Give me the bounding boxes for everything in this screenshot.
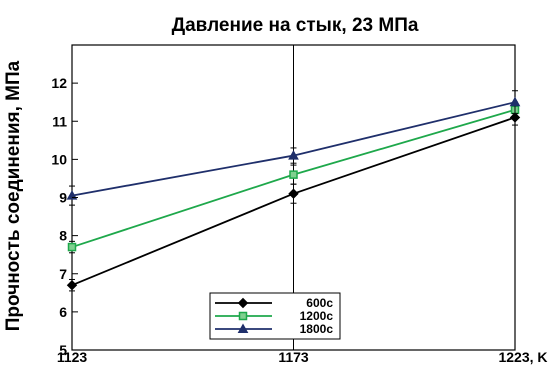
data-point bbox=[288, 188, 299, 199]
legend-item: 1200с bbox=[215, 309, 333, 323]
y-tick-label: 11 bbox=[52, 113, 67, 129]
data-point bbox=[289, 170, 298, 179]
y-tick-label: 8 bbox=[59, 228, 67, 244]
y-tick-label: 6 bbox=[59, 304, 67, 320]
x-tick-label: 1223, K bbox=[498, 349, 547, 365]
tick-labels: 5 6 7 8 9 10 11 12 1123 1173 1223, K bbox=[51, 75, 547, 365]
legend-label: 1200с bbox=[300, 309, 334, 323]
legend-item: 1800с bbox=[215, 322, 333, 336]
y-tick-label: 12 bbox=[51, 75, 67, 91]
y-tick-label: 7 bbox=[59, 266, 67, 282]
y-axis-label: Прочность соединения, МПа bbox=[3, 60, 24, 331]
series-1 bbox=[66, 109, 521, 292]
y-tick-label: 10 bbox=[51, 151, 67, 167]
legend-marker bbox=[238, 311, 248, 321]
legend-item: 600с bbox=[215, 296, 333, 310]
chart-title: Давление на стык, 23 МПа bbox=[172, 15, 419, 36]
series-2 bbox=[67, 101, 520, 254]
legend-label: 1800с bbox=[300, 322, 334, 336]
legend-label: 600с bbox=[306, 296, 333, 310]
series-3 bbox=[66, 90, 521, 206]
data-point bbox=[66, 279, 78, 291]
x-tick-label: 1173 bbox=[278, 349, 309, 365]
data-point bbox=[509, 96, 521, 107]
legend-marker bbox=[237, 297, 249, 309]
y-tick-label: 9 bbox=[59, 190, 67, 206]
x-tick-label: 1123 bbox=[57, 349, 88, 365]
legend-marker bbox=[237, 323, 249, 333]
y-tick-label: 5 bbox=[59, 342, 67, 358]
series-layer bbox=[66, 90, 521, 292]
data-point bbox=[288, 150, 299, 160]
data-point bbox=[67, 242, 77, 252]
